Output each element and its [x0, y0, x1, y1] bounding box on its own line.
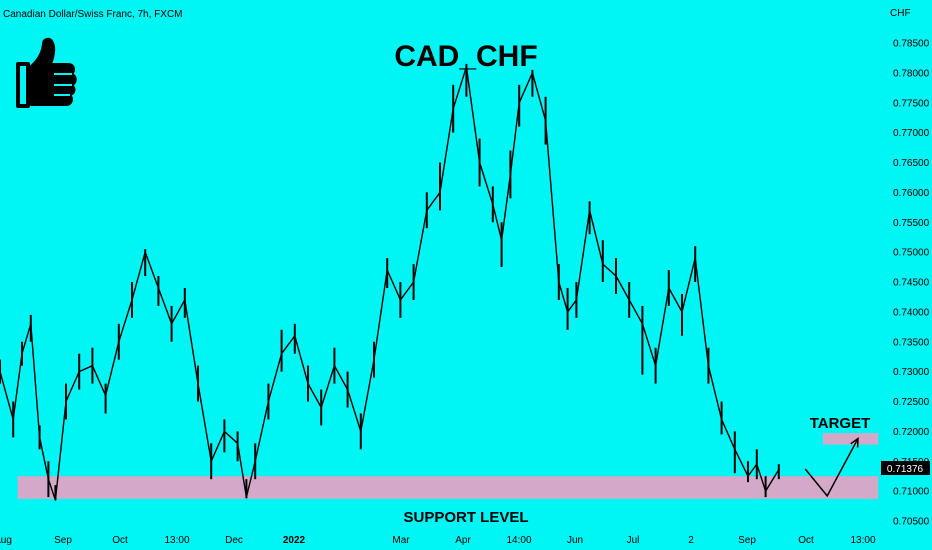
x-tick-label: 13:00 — [850, 535, 875, 546]
y-tick-label: 0.73000 — [893, 367, 930, 378]
zone-support-level — [17, 476, 879, 499]
thumbs-up-icon — [16, 37, 77, 108]
y-tick-label: 0.73500 — [893, 337, 930, 348]
y-tick-label: 0.78000 — [893, 68, 930, 79]
support-level-label: SUPPORT LEVEL — [403, 509, 528, 526]
x-tick-label: Jun — [567, 535, 583, 546]
x-tick-label: Sep — [738, 535, 756, 546]
x-tick-label: Oct — [798, 535, 814, 546]
x-tick-label: 2022 — [283, 535, 306, 546]
x-tick-label: Aug — [0, 535, 12, 546]
y-tick-label: 0.75500 — [893, 218, 930, 229]
y-tick-label: 0.74500 — [893, 278, 930, 289]
y-tick-label: 0.72000 — [893, 427, 930, 438]
y-tick-label: 0.75000 — [893, 248, 930, 259]
y-tick-label: 0.76000 — [893, 188, 930, 199]
current-price-value: 0.71376 — [887, 464, 924, 475]
chart-title: CAD_CHF — [394, 40, 537, 73]
y-tick-label: 0.71000 — [893, 487, 930, 498]
x-tick-label: Apr — [455, 535, 471, 546]
current-price-badge: 0.71376 — [881, 461, 930, 475]
x-tick-label: Dec — [225, 535, 243, 546]
zones-layer — [17, 433, 879, 499]
target-label: TARGET — [810, 415, 871, 432]
y-tick-label: 0.70500 — [893, 517, 930, 528]
currency-label: CHF — [890, 8, 911, 19]
y-tick-label: 0.72500 — [893, 397, 930, 408]
price-axis[interactable]: 0.705000.710000.715000.720000.725000.730… — [893, 39, 930, 528]
symbol-info: Canadian Dollar/Swiss Franc, 7h, FXCM — [3, 9, 183, 20]
projection-layer — [804, 436, 859, 498]
zone-target — [822, 433, 879, 445]
y-tick-label: 0.77000 — [893, 128, 930, 139]
x-tick-label: Jul — [627, 535, 640, 546]
time-axis[interactable]: Aug Sep Oct 13:00 Dec 2022 Mar Apr 14:00 Jun Jul 2 S… — [0, 535, 876, 546]
x-tick-label: Sep — [54, 535, 72, 546]
x-tick-label: 2 — [688, 535, 694, 546]
candles-layer — [0, 63, 780, 501]
y-tick-label: 0.76500 — [893, 158, 930, 169]
projection-arrowhead — [850, 436, 859, 448]
price-line — [0, 66, 780, 501]
x-tick-label: Mar — [392, 535, 410, 546]
x-tick-label: 13:00 — [164, 535, 189, 546]
projection-path — [804, 438, 859, 498]
y-tick-label: 0.74000 — [893, 307, 930, 318]
x-tick-label: Oct — [112, 535, 128, 546]
x-tick-label: 14:00 — [506, 535, 531, 546]
y-tick-label: 0.78500 — [893, 39, 930, 50]
y-tick-label: 0.77500 — [893, 98, 930, 109]
